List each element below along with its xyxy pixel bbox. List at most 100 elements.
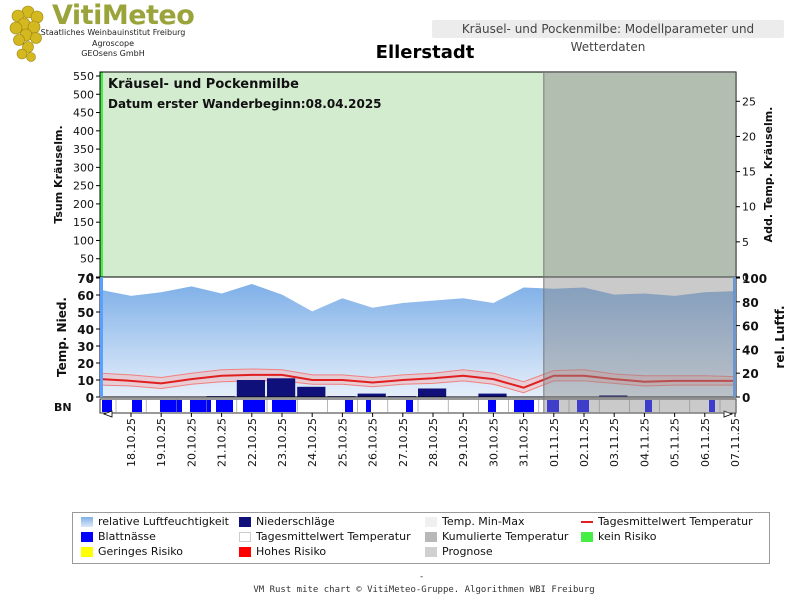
precipitation-bar (478, 393, 507, 397)
lower-left-tick-label: 0 (86, 391, 94, 405)
precipitation-bar (297, 386, 326, 397)
x-tick-label: 25.10.25 (336, 418, 349, 467)
lower-right-tick-label: 80 (742, 296, 759, 310)
precipitation-bar (599, 395, 628, 397)
logo-line-agroscope: Agroscope (91, 39, 135, 48)
grape-logo-icon (9, 5, 44, 62)
leaf-wetness-block (132, 400, 142, 412)
x-tick-label: 28.10.25 (427, 418, 440, 467)
logo-line-geosens: GEOsens GmbH (81, 49, 145, 58)
upper-right-tick-label: 25 (742, 95, 756, 108)
upper-panel-annotation: Datum erster Wanderbeginn:08.04.2025 (108, 97, 382, 111)
x-tick-label: 02.11.25 (578, 418, 591, 467)
upper-right-tick-label: 15 (742, 166, 756, 179)
leaf-wetness-block (272, 400, 296, 412)
upper-left-tick-label: 450 (73, 107, 94, 120)
lower-left-tick-label: 20 (77, 357, 94, 371)
upper-left-tick-label: 150 (73, 216, 94, 229)
x-tick-label: 20.10.25 (185, 418, 198, 467)
leaf-wetness-block (345, 400, 353, 412)
x-tick-label: 31.10.25 (518, 418, 531, 467)
x-tick-label: 24.10.25 (306, 418, 319, 467)
upper-left-tick-label: 500 (73, 88, 94, 101)
leaf-wetness-block (190, 400, 211, 412)
lower-left-tick-label: 50 (77, 306, 94, 320)
lower-left-tick-label: 70 (77, 272, 94, 286)
upper-left-tick-label: 200 (73, 198, 94, 211)
temp-min-line (100, 380, 735, 394)
leaf-wetness-block (216, 400, 233, 412)
x-tick-label: 04.11.25 (638, 418, 651, 467)
station-title: Ellerstadt (375, 42, 475, 63)
x-tick-label: 30.10.25 (487, 418, 500, 467)
legend-swatch-high-risk (239, 547, 251, 557)
leaf-wetness-block (488, 400, 496, 412)
logo-title: VitiMeteo (52, 0, 195, 31)
upper-left-axis-label: Tsum Kräuselm. (52, 125, 65, 223)
upper-left-tick-label: 300 (73, 161, 94, 174)
forecast-shade (543, 72, 736, 413)
leaf-wetness-block (243, 400, 265, 412)
no-risk-zone (100, 72, 736, 277)
legend-swatch-leaf-wetness (81, 532, 93, 542)
upper-right-axis-label: Add. Temp. Kräuselm. (762, 107, 775, 243)
lower-right-axis-label: rel. Luftf. (773, 305, 787, 368)
legend: relative Luftfeuchtigkeit Niederschläge … (72, 512, 770, 564)
scroll-right-arrow-icon (723, 410, 734, 418)
lower-right-tick-label: 0 (742, 391, 750, 405)
upper-right-tick-label: 10 (742, 201, 756, 214)
x-tick-label: 18.10.25 (125, 418, 138, 467)
leaf-wetness-block (102, 400, 112, 412)
upper-right-tick-label: 20 (742, 130, 756, 143)
legend-swatch-precipitation (239, 517, 251, 527)
precipitation-bar (357, 393, 386, 397)
temp-max-line (100, 368, 736, 383)
temp-mean-line (100, 373, 735, 389)
logo-line-institute: Staatliches Weinbauinstitut Freiburg (40, 28, 186, 37)
leaf-wetness-block (406, 400, 413, 412)
leaf-wetness-block (366, 400, 371, 412)
leaf-wetness-block (547, 400, 559, 412)
upper-right-tick-label: 0 (742, 271, 749, 284)
chart-subtitle: Kräusel- und Pockenmilbe: Modellparamete… (432, 20, 784, 54)
upper-left-tick-label: 100 (73, 234, 94, 247)
lower-right-tick-label: 40 (742, 343, 759, 357)
lower-right-tick-label: 60 (742, 320, 759, 334)
lower-right-tick-label: 20 (742, 367, 759, 381)
x-tick-label: 23.10.25 (276, 418, 289, 467)
upper-left-tick-label: 350 (73, 143, 94, 156)
upper-left-tick-label: 400 (73, 125, 94, 138)
footer-dash: - (420, 572, 424, 582)
legend-swatch-mean-temp-white (239, 532, 251, 542)
lower-left-tick-label: 10 (77, 374, 94, 388)
upper-panel-title: Kräusel- und Pockenmilbe (108, 77, 299, 92)
lower-left-axis-label: Temp. Nied. (55, 297, 69, 377)
legend-swatch-no-risk (581, 532, 593, 542)
upper-right-tick-label: 5 (742, 236, 749, 249)
no-risk-edge (100, 72, 103, 277)
precipitation-bar (418, 388, 447, 397)
leaf-wetness-block (514, 400, 534, 412)
x-tick-label: 03.11.25 (608, 418, 621, 467)
lower-left-tick-label: 60 (77, 289, 94, 303)
x-tick-label: 22.10.25 (246, 418, 259, 467)
lower-panel-left-edge (100, 277, 103, 397)
legend-swatch-low-risk (81, 547, 93, 557)
x-tick-label: 01.11.25 (548, 418, 561, 467)
leaf-wetness-block (709, 400, 715, 412)
x-tick-label: 19.10.25 (155, 418, 168, 467)
leaf-wetness-block (160, 400, 182, 412)
x-tick-label: 07.11.25 (729, 418, 742, 467)
legend-swatch-forecast (425, 547, 437, 557)
upper-left-tick-label: 50 (80, 253, 94, 266)
upper-left-tick-label: 0 (87, 271, 94, 284)
upper-left-tick-label: 550 (73, 70, 94, 83)
upper-left-tick-label: 250 (73, 180, 94, 193)
lower-left-tick-label: 30 (77, 340, 94, 354)
precipitation-bar (236, 380, 265, 397)
lower-panel-right-edge (733, 277, 736, 397)
x-tick-label: 29.10.25 (457, 418, 470, 467)
legend-swatch-temp-minmax (425, 517, 437, 527)
x-tick-label: 26.10.25 (367, 418, 380, 467)
